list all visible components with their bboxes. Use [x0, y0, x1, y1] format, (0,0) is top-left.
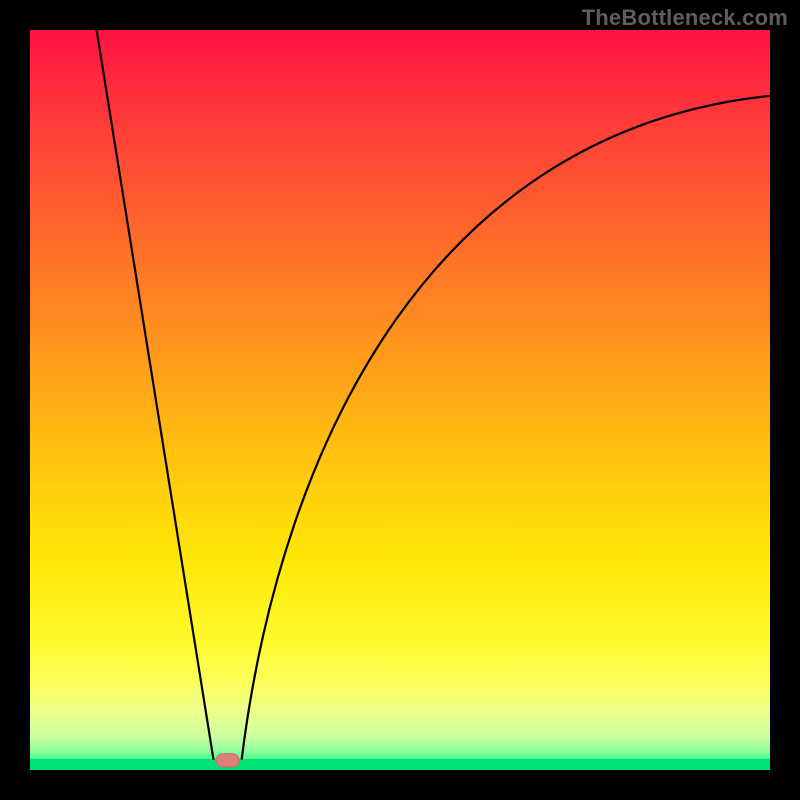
gradient-background — [30, 30, 770, 770]
green-bottom-band — [30, 759, 770, 770]
chart-container: { "meta": { "watermark_text": "TheBottle… — [0, 0, 800, 800]
watermark-text: TheBottleneck.com — [582, 5, 788, 31]
minimum-marker — [216, 754, 238, 767]
plot-svg — [30, 30, 770, 770]
plot-area — [30, 30, 770, 770]
